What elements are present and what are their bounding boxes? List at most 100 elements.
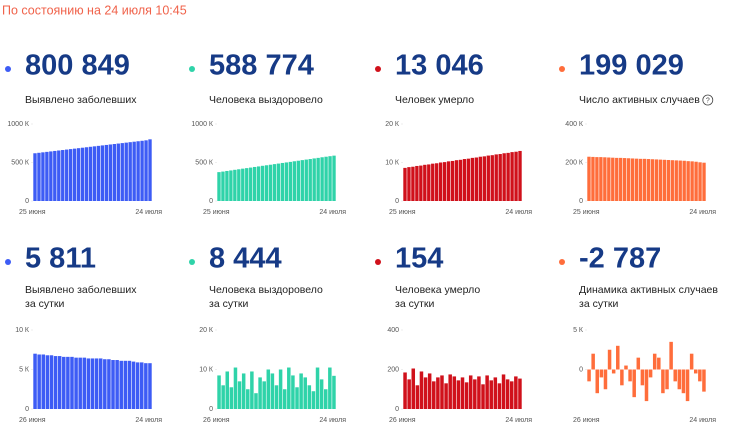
- bar: [478, 156, 483, 201]
- bar: [497, 383, 502, 409]
- bar: [72, 148, 77, 201]
- bar: [69, 149, 73, 201]
- bar: [45, 355, 50, 409]
- bar: [124, 142, 128, 201]
- bar: [440, 375, 444, 409]
- bar: [640, 369, 645, 386]
- bar: [45, 151, 49, 201]
- x-tick-label: 24 июля: [689, 209, 716, 216]
- bar: [116, 143, 120, 201]
- bar: [652, 353, 657, 370]
- bar: [245, 168, 249, 201]
- headline-number: 8 444: [209, 243, 282, 275]
- bar: [681, 369, 686, 394]
- bar: [300, 160, 304, 201]
- bar: [682, 160, 686, 201]
- bar: [494, 154, 498, 201]
- bar: [57, 356, 62, 409]
- bar: [282, 389, 287, 409]
- bar: [444, 383, 448, 409]
- bar: [595, 369, 600, 394]
- bar: [505, 379, 510, 409]
- y-tick-label: 0: [395, 198, 399, 205]
- bar: [131, 361, 136, 409]
- bar: [630, 158, 635, 201]
- bar: [674, 160, 678, 201]
- y-tick-label: 0: [579, 366, 583, 373]
- y-tick-label: 20 К: [199, 327, 214, 334]
- bar: [266, 369, 271, 409]
- bar: [258, 377, 262, 409]
- bar: [506, 152, 510, 201]
- bar: [328, 156, 332, 201]
- bar: [136, 141, 140, 201]
- bar: [49, 151, 53, 201]
- header: По состоянию на 24 июля 10:45: [2, 3, 187, 17]
- bar: [272, 164, 277, 201]
- x-tick-label: 24 июля: [505, 209, 532, 216]
- bar: [466, 158, 471, 201]
- bar: [407, 167, 411, 201]
- bar: [473, 379, 477, 409]
- bar: [237, 169, 241, 201]
- bar: [241, 373, 246, 409]
- bar: [464, 382, 469, 409]
- bar: [70, 356, 74, 409]
- bar: [308, 159, 312, 201]
- y-tick-label: 0: [25, 406, 29, 413]
- bar: [509, 381, 514, 409]
- bar: [49, 355, 54, 409]
- bar: [615, 157, 619, 201]
- bar: [510, 152, 514, 201]
- bar: [603, 157, 607, 201]
- bar: [450, 160, 455, 201]
- y-tick-label: 10 К: [15, 327, 30, 334]
- y-tick-label: 0: [209, 198, 213, 205]
- bar: [233, 169, 237, 201]
- bar: [65, 149, 69, 201]
- bar: [432, 381, 436, 409]
- bar: [518, 378, 522, 409]
- bar: [316, 157, 320, 201]
- bar: [288, 161, 293, 201]
- bar: [303, 377, 307, 409]
- bar: [41, 152, 45, 201]
- bar: [280, 162, 285, 201]
- card-label: Выявлено заболевших: [25, 94, 137, 106]
- bar: [98, 358, 103, 409]
- bar: [94, 358, 99, 409]
- bar: [648, 369, 653, 378]
- bar: [274, 385, 279, 409]
- x-tick-label: 24 июля: [689, 417, 716, 424]
- bar: [120, 143, 124, 201]
- bar: [107, 359, 111, 409]
- bar: [37, 354, 41, 409]
- bar: [312, 158, 316, 201]
- bar: [603, 369, 608, 390]
- bar: [501, 374, 506, 409]
- bar: [287, 367, 291, 409]
- bar: [324, 156, 328, 201]
- bar: [502, 153, 506, 201]
- bar: [611, 369, 616, 374]
- bar: [86, 358, 91, 409]
- bar: [661, 369, 665, 394]
- bar: [103, 359, 107, 409]
- headline-number: 588 774: [209, 50, 314, 82]
- bar: [599, 369, 604, 378]
- bar: [591, 156, 595, 201]
- bar: [423, 377, 428, 409]
- x-tick-label: 26 июня: [389, 417, 416, 424]
- bullet: [5, 66, 11, 72]
- bar: [237, 381, 242, 409]
- bar: [448, 374, 452, 409]
- bar: [694, 161, 698, 201]
- bar: [296, 160, 300, 201]
- bar: [431, 163, 435, 201]
- bar: [311, 391, 316, 409]
- bar: [100, 145, 105, 201]
- bullet: [559, 66, 565, 72]
- bar: [442, 162, 447, 201]
- bar: [233, 367, 238, 409]
- x-tick-label: 26 июня: [573, 417, 600, 424]
